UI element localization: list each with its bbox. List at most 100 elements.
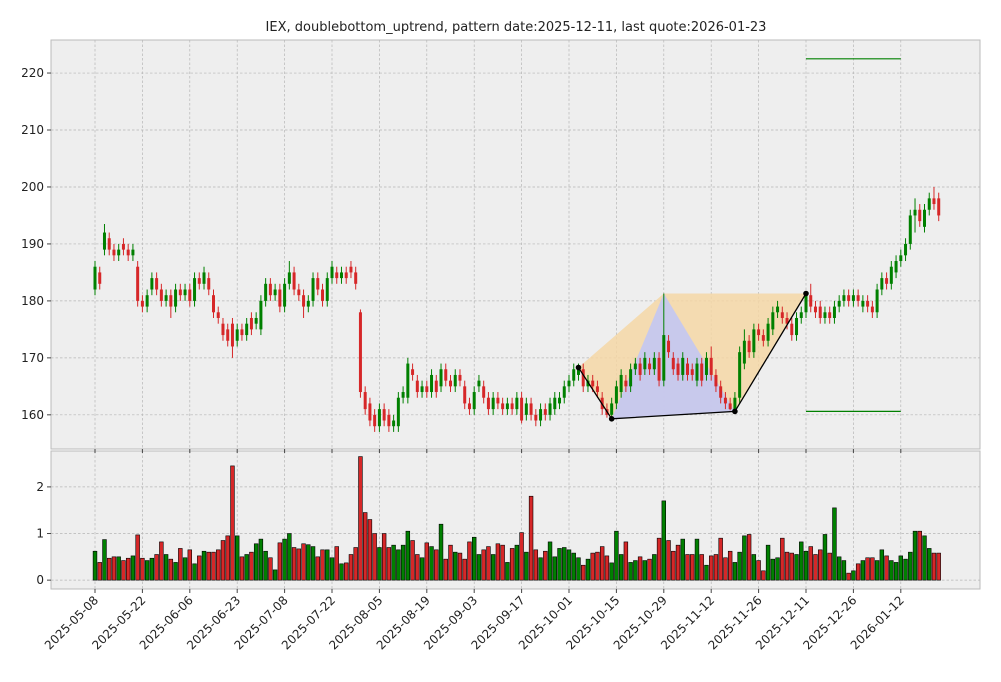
volume-bar — [344, 562, 349, 581]
candle-body — [937, 198, 941, 216]
volume-bar — [310, 546, 316, 581]
volume-bar — [457, 552, 463, 581]
candle-body — [742, 340, 746, 364]
pattern-point — [575, 364, 582, 371]
pattern-point — [732, 408, 738, 415]
candle-body — [709, 357, 713, 375]
y-tick-label: 200 — [21, 180, 44, 194]
volume-bar — [121, 560, 126, 581]
volume-bar — [694, 538, 700, 581]
candle-body — [458, 374, 462, 381]
volume-bar — [386, 547, 392, 581]
volume-bar — [173, 562, 178, 581]
volume-bar — [618, 554, 624, 581]
volume-bar — [628, 562, 633, 581]
volume-bar — [765, 544, 771, 581]
candle-body — [633, 363, 637, 370]
candle-body — [861, 300, 865, 307]
volume-bar — [609, 562, 614, 581]
volume-bar — [699, 554, 704, 581]
volume-bar — [936, 552, 941, 581]
volume-bar — [562, 547, 567, 581]
volume-bar — [870, 557, 875, 581]
volume-bar — [438, 523, 444, 581]
pattern-point — [803, 290, 809, 297]
candle-body — [747, 340, 751, 353]
volume-bar — [415, 554, 420, 581]
candle-body — [368, 403, 372, 421]
candle-body — [325, 278, 329, 301]
candle-body — [245, 323, 249, 336]
volume-bar — [490, 554, 496, 581]
volume-bar — [595, 551, 600, 581]
candle-body — [382, 409, 386, 421]
volume-bar — [637, 556, 643, 581]
candle-body — [913, 209, 917, 216]
volume-bar — [723, 557, 728, 581]
volume-bar — [851, 570, 856, 581]
volume-bar — [855, 563, 861, 581]
volume-bar — [509, 548, 515, 581]
volume-bar — [249, 551, 254, 581]
candle-body — [510, 403, 514, 410]
volume-bar — [642, 560, 648, 581]
candle-body — [515, 397, 519, 410]
candle-body — [358, 312, 362, 393]
volume-bar — [154, 554, 159, 581]
candle-body — [614, 386, 618, 404]
candle-body — [278, 289, 282, 307]
volume-bar — [168, 558, 174, 581]
volume-bar — [519, 532, 524, 581]
candle-body — [576, 369, 580, 375]
volume-bar — [187, 549, 192, 581]
candle-body — [870, 306, 874, 313]
volume-bar — [656, 537, 662, 581]
candle-body — [832, 306, 836, 318]
candle-body — [117, 249, 121, 256]
volume-bar — [339, 563, 344, 581]
volume-bar — [258, 538, 264, 581]
volume-bar — [775, 557, 780, 581]
y-tick-label: 190 — [21, 237, 44, 251]
candle-body — [543, 409, 547, 415]
volume-bar — [358, 456, 363, 581]
candle-body — [534, 414, 538, 421]
candle-body — [330, 266, 334, 279]
candle-body — [785, 317, 789, 324]
volume-bar — [467, 541, 472, 581]
volume-bar — [860, 560, 866, 581]
volume-bar — [367, 519, 373, 581]
volume-bar — [566, 549, 572, 581]
volume-bar — [590, 552, 595, 581]
y-tick-label: 180 — [21, 294, 44, 308]
volume-bar — [832, 507, 837, 581]
candle-body — [591, 380, 595, 387]
volume-bar — [708, 555, 714, 581]
candle-body — [790, 323, 794, 336]
volume-bar — [429, 546, 434, 581]
candle-body — [486, 397, 490, 410]
candle-body — [207, 278, 211, 290]
candle-body — [463, 386, 467, 404]
candle-body — [795, 317, 799, 336]
candle-body — [240, 329, 244, 336]
candle-body — [629, 369, 633, 387]
volume-bar — [614, 530, 619, 581]
volume-bar — [633, 560, 638, 581]
volume-bar — [182, 557, 188, 581]
candle-body — [894, 261, 898, 273]
candle-body — [155, 278, 159, 290]
candle-body — [363, 392, 367, 410]
candle-body — [671, 357, 675, 370]
volume-bar — [159, 541, 164, 581]
candle-body — [150, 278, 154, 290]
candle-body — [728, 403, 732, 410]
volume-bar — [533, 549, 539, 581]
candle-body — [268, 283, 272, 296]
candle-body — [927, 198, 931, 210]
volume-bar — [576, 557, 581, 581]
volume-bar — [822, 534, 828, 581]
volume-bar — [282, 538, 287, 581]
volume-bar — [604, 555, 610, 581]
volume-bar — [306, 544, 311, 581]
